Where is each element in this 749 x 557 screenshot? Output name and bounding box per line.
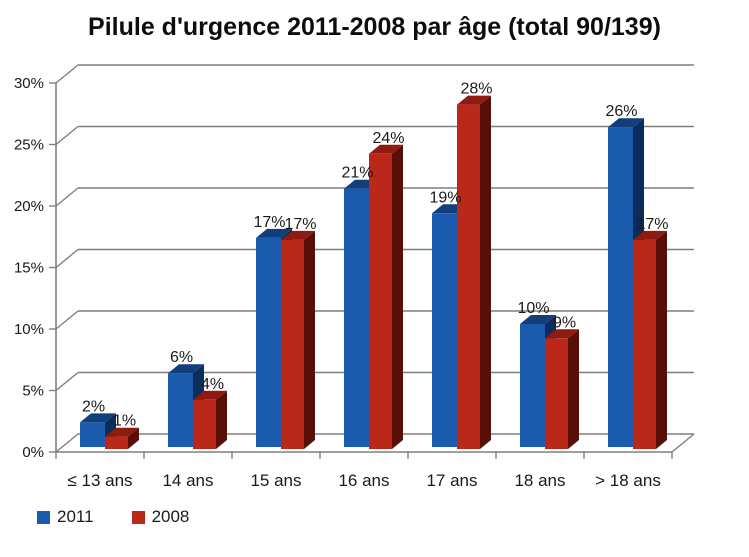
ytick-label-0: 0% — [22, 444, 44, 461]
gridline-diagonal-30 — [55, 64, 79, 84]
data-label-2011-3: 21% — [341, 165, 373, 182]
bar-side-2008-3 — [392, 144, 403, 450]
data-label-2008-6: 17% — [636, 216, 668, 233]
bar-top-2011-0 — [80, 413, 116, 423]
bar-side-2008-6 — [656, 230, 667, 449]
category-label-6: > 18 ans — [595, 471, 661, 490]
bar-2011-2 — [256, 237, 281, 447]
legend-label-2011: 2011 — [57, 507, 94, 526]
bar-top-2011-2 — [256, 228, 292, 238]
data-label-2011-1: 6% — [170, 349, 193, 366]
bar-2011-1 — [168, 373, 193, 447]
legend-item-2008: 2008 — [131, 507, 190, 527]
category-label-3: 16 ans — [338, 471, 389, 490]
bar-top-2011-1 — [168, 364, 204, 374]
bar-side-2008-2 — [304, 230, 315, 449]
legend-swatch-2011 — [37, 510, 50, 524]
bar-top-2008-3 — [369, 144, 403, 154]
bar-2008-4 — [457, 104, 480, 449]
data-label-2011-6: 26% — [605, 103, 637, 120]
bar-2008-2 — [281, 239, 304, 449]
data-label-2011-2: 17% — [253, 214, 285, 231]
data-label-2011-4: 19% — [429, 189, 461, 206]
bar-2011-0 — [80, 422, 105, 447]
data-label-2008-4: 28% — [460, 81, 492, 98]
legend-label-2008: 2008 — [151, 507, 190, 526]
legend-item-2011: 2011 — [37, 507, 94, 527]
ytick-label-5: 5% — [22, 383, 44, 400]
data-label-2008-3: 24% — [372, 130, 404, 147]
bar-2011-6 — [608, 127, 633, 447]
chart-title: Pilule d'urgence 2011-2008 par âge (tota… — [88, 13, 661, 41]
gridline-diagonal-25 — [55, 125, 79, 146]
bar-2008-5 — [545, 338, 568, 449]
bar-top-2008-2 — [281, 230, 315, 240]
bar-top-2008-1 — [193, 390, 227, 400]
category-label-2: 15 ans — [250, 471, 301, 490]
bar-2008-1 — [193, 399, 216, 449]
bar-side-2008-0 — [128, 427, 139, 449]
data-label-2008-2: 17% — [284, 216, 316, 233]
category-label-4: 17 ans — [426, 471, 477, 490]
bar-2008-6 — [633, 239, 656, 449]
ytick-label-15: 15% — [14, 260, 44, 277]
ytick-label-30: 30% — [14, 75, 44, 92]
bar-top-2008-0 — [105, 427, 139, 437]
category-label-5: 18 ans — [514, 471, 565, 490]
bar-2011-4 — [432, 213, 457, 447]
ytick-label-25: 25% — [14, 137, 44, 154]
bar-top-2008-5 — [545, 329, 579, 339]
gridline-diagonal-5 — [55, 371, 79, 392]
data-label-2008-1: 4% — [201, 376, 224, 393]
category-label-1: 14 ans — [162, 471, 213, 490]
gridline-diagonal-10 — [55, 310, 79, 330]
category-label-0: ≤ 13 ans — [67, 471, 132, 490]
bar-2008-0 — [105, 436, 128, 449]
gridline-diagonal-20 — [55, 187, 79, 207]
gridline-diagonal-15 — [55, 248, 79, 269]
bar-side-2008-5 — [568, 329, 579, 449]
bar-top-2008-6 — [633, 230, 667, 240]
chart-legend: 2011 2008 — [37, 507, 189, 527]
floor-diagonal-right — [671, 433, 695, 453]
ytick-label-20: 20% — [14, 198, 44, 215]
data-label-2011-0: 2% — [82, 398, 105, 415]
bar-side-2008-1 — [216, 390, 227, 449]
data-label-2008-5: 9% — [553, 314, 576, 331]
bar-2011-3 — [344, 188, 369, 447]
bar-top-2011-5 — [520, 315, 556, 324]
data-label-2008-0: 1% — [113, 413, 136, 430]
data-label-2011-5: 10% — [517, 300, 549, 317]
bar-2011-5 — [520, 324, 545, 447]
legend-swatch-2008 — [131, 510, 145, 524]
bar-side-2008-4 — [480, 95, 491, 449]
bar-2008-3 — [369, 153, 392, 450]
floor-diagonal-left — [55, 433, 79, 453]
bar-top-2011-6 — [608, 118, 644, 128]
ytick-label-10: 10% — [14, 321, 44, 338]
bar-top-2008-4 — [457, 95, 491, 105]
